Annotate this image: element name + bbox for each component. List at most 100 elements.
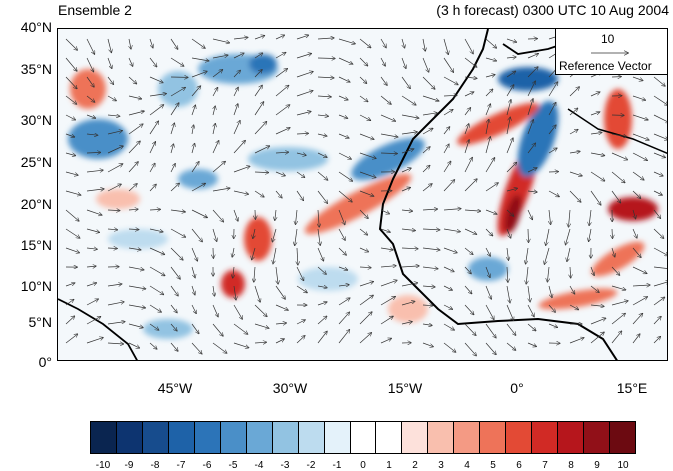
wind-vector: [296, 112, 311, 116]
wind-vector: [443, 323, 454, 330]
wind-vector: [171, 144, 174, 154]
colorbar-label: 6: [516, 460, 522, 471]
wind-vector: [338, 209, 345, 225]
wind-vector: [191, 285, 195, 295]
wind-vector: [296, 35, 309, 40]
wind-vector: [296, 209, 298, 224]
wind-vector: [65, 300, 74, 306]
wind-vector: [191, 86, 201, 97]
wind-vector: [170, 38, 178, 49]
wind-vector: [254, 266, 255, 282]
wind-vector: [548, 285, 552, 298]
wind-vector: [213, 124, 215, 135]
wind-vector: [569, 87, 579, 97]
wind-vector: [422, 324, 432, 325]
wind-vector: [212, 342, 227, 353]
wind-vector: [506, 100, 511, 116]
wind-vector: [443, 110, 453, 116]
wind-vector: [275, 339, 284, 344]
wind-vector: [401, 76, 410, 88]
wind-vector: [422, 113, 437, 115]
wind-vector: [632, 334, 640, 344]
wind-vector: [485, 342, 496, 355]
wind-vector: [653, 133, 667, 140]
wind-vector: [443, 161, 451, 173]
wind-vector: [297, 247, 298, 265]
wind-vector: [296, 54, 311, 59]
reference-vector-label: Reference Vector: [559, 59, 652, 73]
wind-vector: [149, 163, 155, 173]
wind-vector: [233, 121, 240, 135]
wind-vector: [506, 188, 517, 192]
wind-vector: [212, 141, 219, 154]
wind-vector: [548, 103, 556, 116]
wind-vector: [422, 147, 430, 154]
wind-vector: [213, 285, 215, 296]
colorbar-box: [116, 422, 143, 453]
wind-vector: [566, 228, 571, 245]
wind-vector: [401, 132, 417, 134]
wind-vector: [506, 209, 514, 216]
wind-vector: [527, 323, 536, 331]
wind-vector: [611, 171, 625, 183]
wind-vector: [611, 313, 625, 325]
field-map-svg: [58, 29, 667, 360]
wind-vector: [653, 297, 665, 306]
wind-vector: [338, 312, 349, 325]
wind-vector: [464, 77, 477, 78]
colorbar-label: 0: [360, 460, 366, 471]
wind-vector: [359, 171, 376, 178]
wind-vector: [296, 133, 308, 134]
colorbar-box: [272, 422, 299, 453]
wind-vector: [422, 267, 438, 269]
wind-vector: [506, 323, 516, 335]
wind-vector: [254, 304, 267, 317]
colorbar-label: -3: [280, 460, 290, 471]
wind-vector: [86, 95, 95, 102]
wind-vector: [212, 323, 223, 336]
wind-vector: [380, 114, 395, 121]
colorbar-box: [454, 422, 481, 453]
forecast-time-title: (3 h forecast) 0300 UTC 10 Aug 2004: [436, 2, 669, 18]
wind-vector: [506, 38, 517, 42]
wind-vector: [233, 342, 249, 348]
wind-vector: [212, 70, 223, 78]
wind-vector: [359, 152, 376, 158]
wind-vector: [401, 229, 415, 231]
wind-vector: [338, 152, 351, 159]
wind-vector: [295, 228, 298, 245]
wind-vector: [272, 228, 277, 242]
wind-vector: [107, 146, 123, 154]
wind-vector: [569, 209, 571, 227]
wind-vector: [590, 92, 600, 97]
wind-vector: [128, 184, 137, 192]
coastline-mediterranean: [567, 108, 667, 154]
wind-vector: [464, 266, 471, 274]
wind-vector: [107, 38, 111, 53]
wind-vector: [401, 168, 411, 173]
wind-vector: [107, 343, 123, 344]
colorbar-label: -8: [150, 460, 160, 471]
wind-vector: [170, 88, 185, 97]
wind-vector: [233, 53, 244, 59]
wind-vector: [107, 95, 116, 101]
wind-vector: [527, 304, 534, 317]
wind-vector: [65, 153, 76, 156]
wind-vector: [443, 180, 455, 192]
lat-label-40n: 40°N: [20, 19, 52, 35]
wind-vector: [506, 71, 516, 78]
wind-vector: [128, 229, 139, 230]
wind-vector: [443, 342, 456, 352]
wind-vector: [422, 229, 440, 230]
coastline-south-america: [58, 298, 138, 360]
wind-vector: [170, 164, 175, 173]
colorbar-label: 8: [568, 460, 574, 471]
wind-vector: [252, 247, 256, 260]
wind-vector: [149, 142, 155, 154]
wind-vector: [275, 69, 287, 78]
colorbar-label: 5: [490, 460, 496, 471]
wind-vector: [359, 295, 373, 306]
colorbar-box: [324, 422, 351, 453]
wind-vector: [129, 38, 131, 49]
wind-vector: [212, 162, 225, 173]
